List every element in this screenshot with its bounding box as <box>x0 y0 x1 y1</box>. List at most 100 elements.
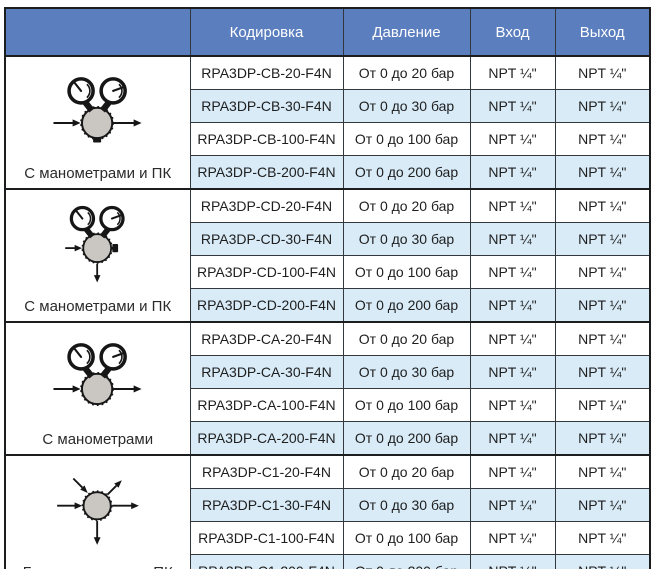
table-row: RPA3DP-CB-30-F4N От 0 до 30 бар NPT ¼" N… <box>5 89 651 123</box>
inlet-cell: NPT ¼" <box>469 553 556 569</box>
pressure-cell: От 0 до 20 бар <box>342 188 471 223</box>
inlet-cell: NPT ¼" <box>469 355 556 389</box>
table-row: RPA3DP-CB-100-F4N От 0 до 100 бар NPT ¼"… <box>5 121 651 156</box>
outlet-cell: NPT ¼" <box>554 553 651 569</box>
variant-cell-cd: С манометрами и ПК <box>4 188 191 323</box>
outlet-cell: NPT ¼" <box>554 121 651 156</box>
product-code-cell: RPA3DP-C1-200-F4N <box>189 553 344 569</box>
table-row: Без манометров и ПК RPA3DP-C1-20-F4N От … <box>4 454 651 569</box>
pressure-cell: От 0 до 100 бар <box>342 387 471 422</box>
header-row: Кодировка Давление Вход Выход <box>4 7 651 57</box>
table-row: RPA3DP-CA-30-F4N От 0 до 30 бар NPT ¼" N… <box>5 355 651 389</box>
table-row: RPA3DP-CA-100-F4N От 0 до 100 бар NPT ¼"… <box>5 387 651 422</box>
outlet-cell: NPT ¼" <box>554 89 651 123</box>
pressure-cell: От 0 до 200 бар <box>342 553 471 569</box>
pressure-cell: От 0 до 20 бар <box>342 55 471 90</box>
header-cell-inlet: Вход <box>469 7 556 57</box>
inlet-cell: NPT ¼" <box>469 121 556 156</box>
inlet-cell: NPT ¼" <box>469 89 556 123</box>
outlet-cell: NPT ¼" <box>554 355 651 389</box>
product-code-cell: RPA3DP-CB-20-F4N <box>189 55 344 90</box>
outlet-cell: NPT ¼" <box>554 154 651 190</box>
product-code-cell: RPA3DP-CB-200-F4N <box>189 154 344 190</box>
variant-cell-cb: С манометрами и ПК <box>4 55 191 190</box>
outlet-cell: NPT ¼" <box>554 520 651 555</box>
inlet-cell: NPT ¼" <box>469 222 556 256</box>
product-code-cell: RPA3DP-CD-30-F4N <box>189 222 344 256</box>
header-cell-variant <box>4 7 191 57</box>
table-row: RPA3DP-CD-200-F4N От 0 до 200 бар NPT ¼"… <box>5 287 651 323</box>
variant-label: С манометрами и ПК <box>24 298 172 315</box>
inlet-cell: NPT ¼" <box>469 188 556 223</box>
outlet-cell: NPT ¼" <box>554 287 651 323</box>
table-row: С манометрами RPA3DP-CA-20-F4N От 0 до 2… <box>4 321 651 456</box>
header-cell-pressure: Давление <box>342 7 471 57</box>
outlet-cell: NPT ¼" <box>554 254 651 289</box>
product-code-cell: RPA3DP-CA-100-F4N <box>189 387 344 422</box>
inlet-cell: NPT ¼" <box>469 454 556 489</box>
variant-label: С манометрами и ПК <box>24 165 172 182</box>
table-row: RPA3DP-CD-100-F4N От 0 до 100 бар NPT ¼"… <box>5 254 651 289</box>
pressure-cell: От 0 до 100 бар <box>342 520 471 555</box>
outlet-cell: NPT ¼" <box>554 488 651 522</box>
outlet-cell: NPT ¼" <box>554 321 651 356</box>
regulator-two-gauges-through-flow-icon <box>48 74 148 147</box>
product-code-cell: RPA3DP-C1-20-F4N <box>189 454 344 489</box>
outlet-cell: NPT ¼" <box>554 188 651 223</box>
inlet-cell: NPT ¼" <box>469 321 556 356</box>
inlet-cell: NPT ¼" <box>469 55 556 90</box>
pressure-cell: От 0 до 30 бар <box>342 355 471 389</box>
product-code-cell: RPA3DP-CB-30-F4N <box>189 89 344 123</box>
table-row: С манометрами и ПК RPA3DP-CD-20-F4N От 0… <box>4 188 651 323</box>
table-row: RPA3DP-C1-200-F4N От 0 до 200 бар NPT ¼"… <box>5 553 651 569</box>
variant-label: С манометрами <box>42 431 154 448</box>
pressure-cell: От 0 до 30 бар <box>342 222 471 256</box>
pressure-cell: От 0 до 30 бар <box>342 89 471 123</box>
outlet-cell: NPT ¼" <box>554 55 651 90</box>
pressure-cell: От 0 до 100 бар <box>342 254 471 289</box>
outlet-cell: NPT ¼" <box>554 420 651 456</box>
variant-cell-c1: Без манометров и ПК <box>4 454 191 569</box>
product-spec-table: Кодировка Давление Вход Выход <box>4 7 651 569</box>
product-code-cell: RPA3DP-CA-20-F4N <box>189 321 344 356</box>
product-code-cell: RPA3DP-CA-30-F4N <box>189 355 344 389</box>
table-row: RPA3DP-CD-30-F4N От 0 до 30 бар NPT ¼" N… <box>5 222 651 256</box>
table-row: RPA3DP-C1-100-F4N От 0 до 100 бар NPT ¼"… <box>5 520 651 555</box>
inlet-cell: NPT ¼" <box>469 420 556 456</box>
header-cell-code: Кодировка <box>189 7 344 57</box>
inlet-cell: NPT ¼" <box>469 287 556 323</box>
inlet-cell: NPT ¼" <box>469 154 556 190</box>
inlet-cell: NPT ¼" <box>469 520 556 555</box>
outlet-cell: NPT ¼" <box>554 454 651 489</box>
table-row: RPA3DP-C1-30-F4N От 0 до 30 бар NPT ¼" N… <box>5 488 651 522</box>
table-row: С манометрами и ПК RPA3DP-CB-20-F4N От 0… <box>4 55 651 190</box>
outlet-cell: NPT ¼" <box>554 387 651 422</box>
header-cell-outlet: Выход <box>554 7 651 57</box>
inlet-cell: NPT ¼" <box>469 488 556 522</box>
inlet-cell: NPT ¼" <box>469 254 556 289</box>
regulator-two-gauges-bottom-outlet-icon <box>52 203 144 285</box>
pressure-cell: От 0 до 200 бар <box>342 287 471 323</box>
variant-label: Без манометров и ПК <box>23 563 173 569</box>
product-code-cell: RPA3DP-CD-100-F4N <box>189 254 344 289</box>
variant-cell-ca: С манометрами <box>4 321 191 456</box>
table-row: RPA3DP-CA-200-F4N От 0 до 200 бар NPT ¼"… <box>5 420 651 456</box>
outlet-cell: NPT ¼" <box>554 222 651 256</box>
product-code-cell: RPA3DP-CD-200-F4N <box>189 287 344 323</box>
product-code-cell: RPA3DP-CB-100-F4N <box>189 121 344 156</box>
pressure-cell: От 0 до 200 бар <box>342 420 471 456</box>
pressure-cell: От 0 до 30 бар <box>342 488 471 522</box>
product-code-cell: RPA3DP-CD-20-F4N <box>189 188 344 223</box>
product-code-cell: RPA3DP-C1-100-F4N <box>189 520 344 555</box>
inlet-cell: NPT ¼" <box>469 387 556 422</box>
pressure-cell: От 0 до 200 бар <box>342 154 471 190</box>
pressure-cell: От 0 до 100 бар <box>342 121 471 156</box>
pressure-cell: От 0 до 20 бар <box>342 454 471 489</box>
pressure-cell: От 0 до 20 бар <box>342 321 471 356</box>
regulator-no-gauges-multiport-icon <box>50 470 146 550</box>
regulator-two-gauges-through-flow-icon <box>48 340 148 413</box>
product-code-cell: RPA3DP-CA-200-F4N <box>189 420 344 456</box>
product-code-cell: RPA3DP-C1-30-F4N <box>189 488 344 522</box>
table-row: RPA3DP-CB-200-F4N От 0 до 200 бар NPT ¼"… <box>5 154 651 190</box>
